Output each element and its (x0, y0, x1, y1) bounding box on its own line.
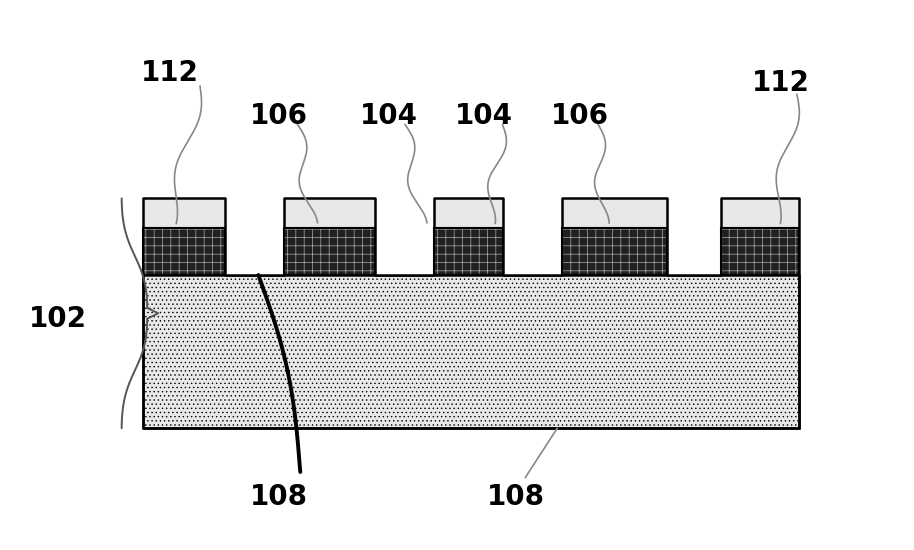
Text: 104: 104 (359, 102, 418, 130)
Bar (434, 228, 503, 275)
Bar (143, 199, 225, 275)
Text: 106: 106 (250, 102, 308, 130)
Bar (721, 199, 799, 275)
Bar (562, 199, 666, 275)
Text: 108: 108 (487, 483, 546, 510)
Bar (143, 275, 799, 428)
Bar (225, 199, 284, 275)
Bar (375, 199, 434, 275)
Bar (434, 228, 503, 275)
Bar (434, 199, 503, 275)
Bar (503, 199, 562, 275)
Bar (562, 228, 666, 275)
Text: 108: 108 (250, 483, 308, 510)
Text: 112: 112 (141, 58, 199, 86)
Bar (666, 199, 721, 275)
Bar (284, 199, 375, 275)
Bar (562, 228, 666, 275)
Text: 104: 104 (455, 102, 514, 130)
Bar (284, 228, 375, 275)
Bar (143, 228, 225, 275)
Text: 102: 102 (29, 305, 87, 333)
Text: 112: 112 (751, 69, 810, 97)
Bar (284, 228, 375, 275)
Bar (721, 228, 799, 275)
Text: 106: 106 (551, 102, 609, 130)
Bar (721, 228, 799, 275)
Bar (143, 228, 225, 275)
